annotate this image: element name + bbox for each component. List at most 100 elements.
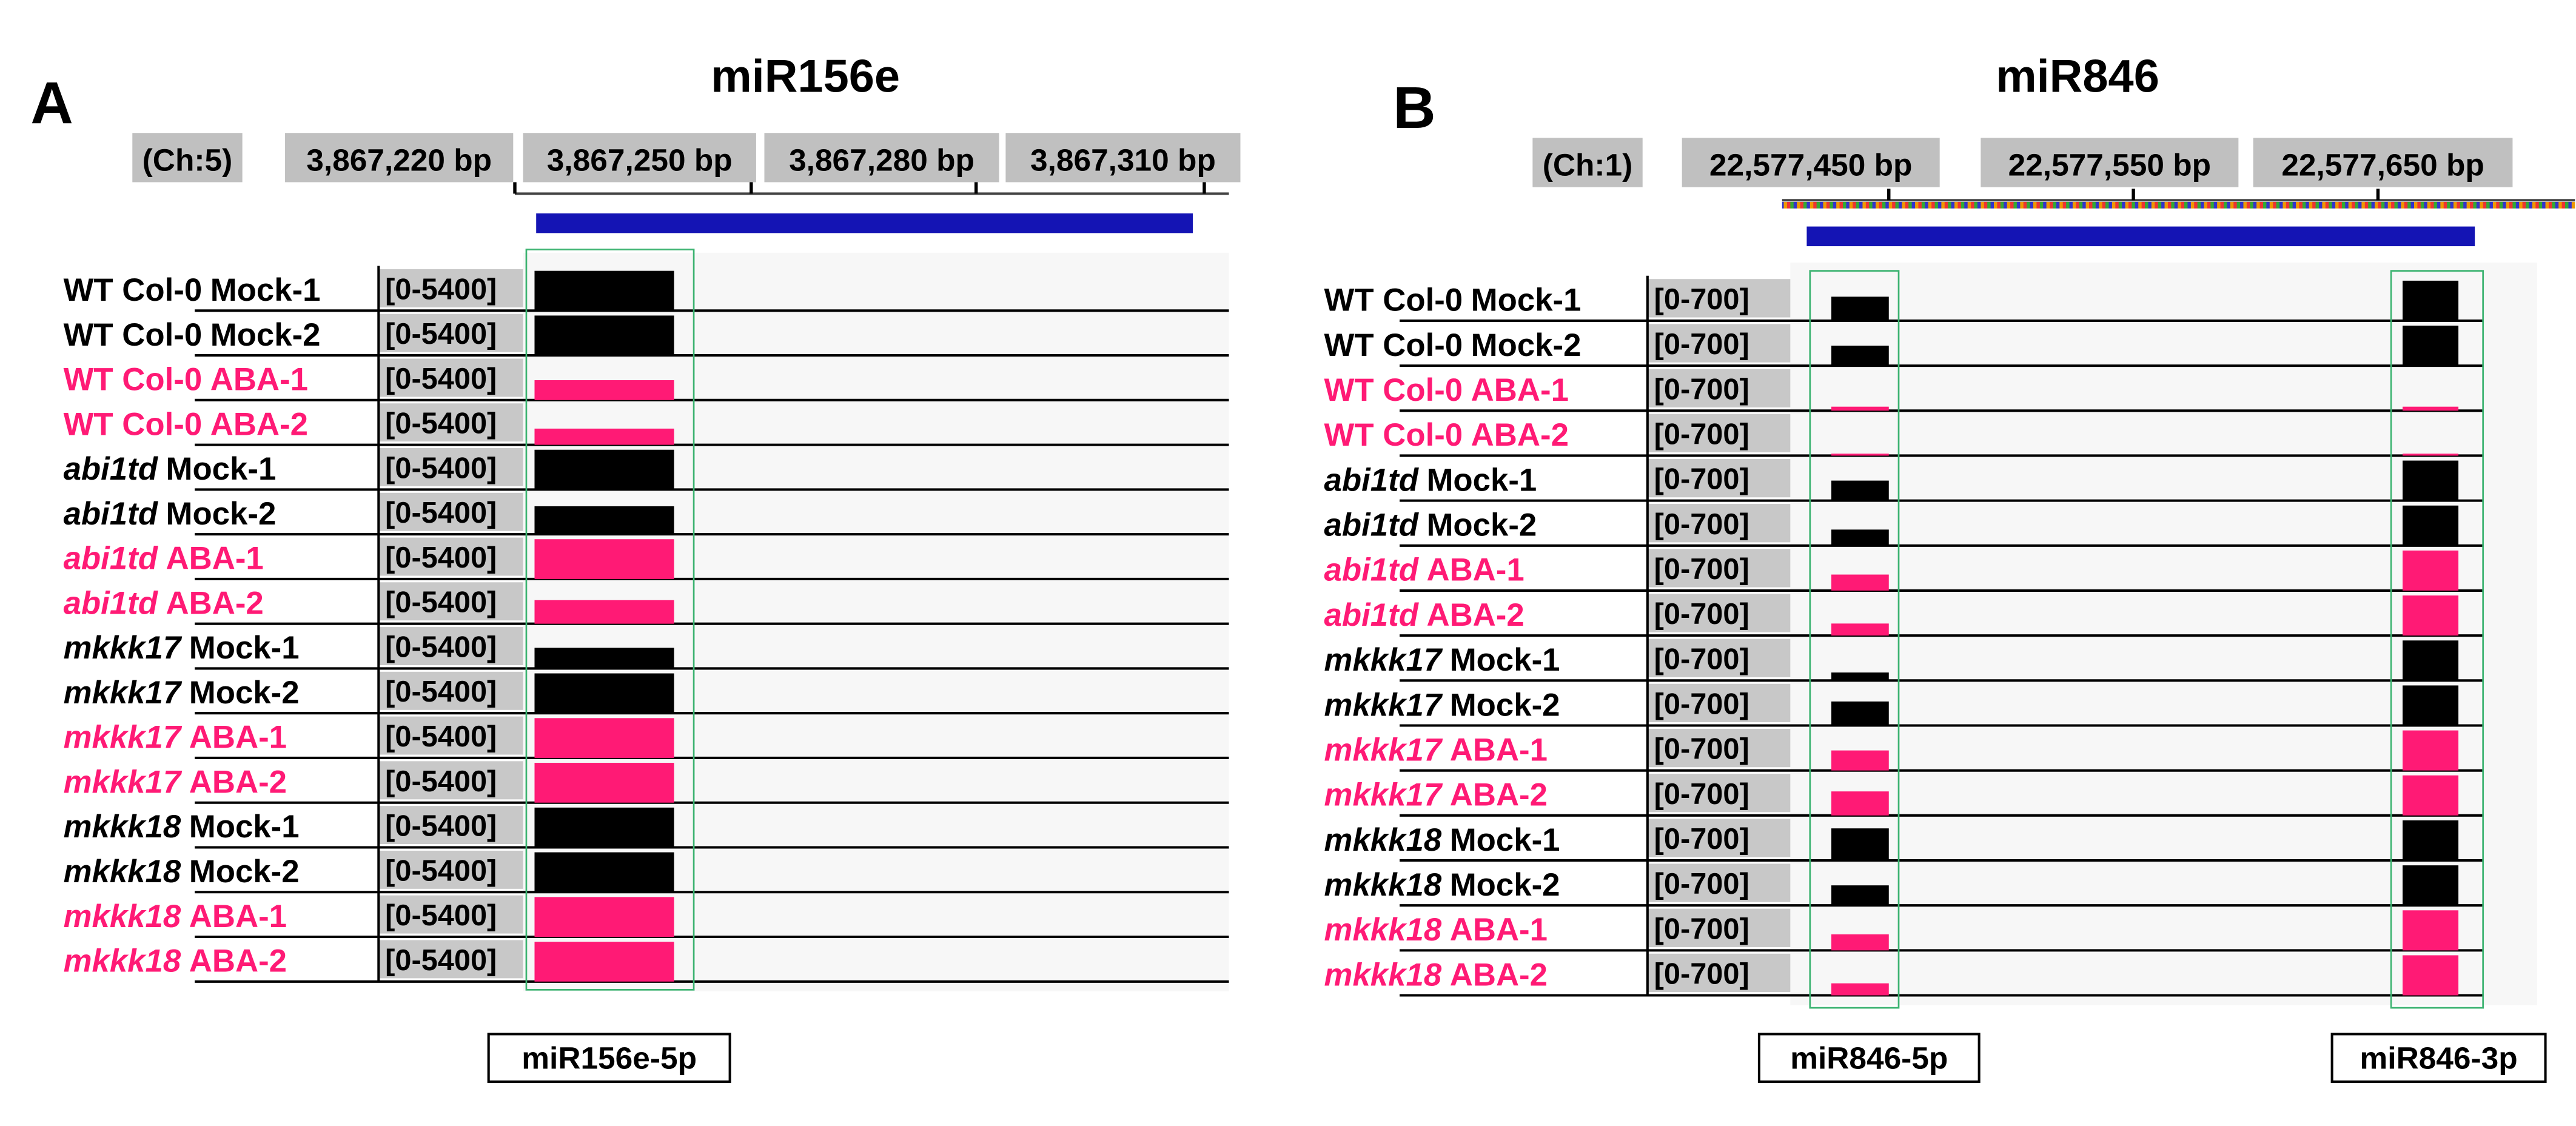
range-label: [0-5400] [385,675,497,708]
range-box [1647,863,1791,902]
position-label: 3,867,250 bp [547,142,733,178]
range-box [1647,549,1791,588]
track-label: abi1td Mock-1 [1324,462,1537,498]
condition: Mock-1 [1450,822,1560,858]
condition: Mock-2 [1450,867,1560,903]
coverage-bar [534,449,674,490]
genotype: mkkk18 [64,809,181,845]
condition: Mock-2 [1450,687,1560,723]
range-label: [0-5400] [385,631,497,663]
condition: Mock-1 [166,451,277,487]
range-box [378,582,523,621]
genotype: WT Col-0 [1324,372,1463,408]
genotype: abi1td [1324,552,1420,588]
position-label-box [1682,138,1940,187]
genotype: mkkk18 [1324,912,1442,948]
genotype: mkkk17 [64,720,183,756]
track-label: mkkk18 Mock-1 [1324,822,1560,858]
genotype: mkkk17 [64,630,183,666]
chromosome-box [1532,138,1643,187]
condition: ABA-2 [189,764,287,800]
condition: ABA-2 [1471,417,1569,453]
coverage-bar [2403,595,2459,636]
range-box [378,358,523,397]
coverage-bar [2403,550,2459,591]
genotype: mkkk18 [64,854,181,890]
genotype: mkkk17 [1324,777,1443,813]
track-label: abi1td Mock-1 [64,451,277,487]
coverage-bar [1831,623,1889,636]
range-box [1647,819,1791,857]
coverage-bar [1831,406,1889,411]
range-box [378,627,523,666]
range-label: [0-700] [1654,913,1749,945]
coverage-bar [534,807,674,848]
coverage-bar [534,270,674,311]
range-box [1647,279,1791,318]
coverage-bar [2403,326,2459,366]
coverage-bar [1831,983,1889,996]
range-box [1647,638,1791,677]
track-label: WT Col-0 Mock-2 [64,317,321,353]
range-label: [0-700] [1654,643,1749,675]
annotation: miR156e-5p [522,1040,697,1075]
condition: Mock-1 [1426,462,1537,498]
range-box [1647,728,1791,768]
coverage-bar [2403,820,2459,861]
range-label: [0-5400] [385,318,497,350]
coverage-bar [2403,910,2459,951]
coverage-bar [2403,406,2459,411]
genotype: WT Col-0 [1324,283,1463,318]
range-box [378,940,523,979]
condition: ABA-1 [189,720,287,756]
genotype: abi1td [64,451,159,487]
track-label: mkkk17 Mock-2 [64,675,300,711]
track-label: mkkk18 ABA-2 [64,943,287,979]
mirna-region [1809,270,1900,1009]
genotype: mkkk18 [64,943,181,979]
annotation: miR846-3p [2360,1040,2518,1075]
coverage-bar [2403,685,2459,726]
range-box [378,806,523,845]
range-box [1647,594,1791,632]
position-label-box [1981,138,2239,187]
range-box [1647,414,1791,453]
range-label: [0-700] [1654,598,1749,631]
range-label: [0-5400] [385,452,497,484]
range-label: [0-5400] [385,854,497,887]
track-label: mkkk17 ABA-1 [64,720,287,756]
coverage-bar [1831,791,1889,816]
track-label: WT Col-0 ABA-1 [64,362,308,398]
condition: ABA-2 [1450,957,1548,993]
range-label: [0-5400] [385,899,497,932]
condition: ABA-1 [210,362,308,398]
panel-title: miR846 [1996,51,2159,102]
genotype: mkkk17 [1324,687,1443,723]
genotype: WT Col-0 [1324,417,1463,453]
position-label-box [1005,133,1241,183]
genotype: abi1td [64,541,159,577]
position-label-box [764,133,999,183]
range-label: [0-5400] [385,586,497,619]
coverage-bar [1831,934,1889,951]
track-label: mkkk18 Mock-2 [64,854,300,890]
range-box [378,448,523,486]
range-box [1647,458,1791,498]
condition: Mock-1 [189,630,300,666]
genotype: mkkk18 [1324,822,1442,858]
coverage-bar [2403,865,2459,906]
position-label-box [285,133,514,183]
genotype: abi1td [1324,508,1420,543]
range-box [378,313,523,352]
genotype: mkkk17 [64,675,183,711]
condition: Mock-2 [189,854,300,890]
track-label: WT Col-0 Mock-1 [1324,283,1581,318]
range-label: [0-700] [1654,463,1749,496]
condition: ABA-2 [1426,597,1524,633]
chromosome: (Ch:1) [1543,147,1633,183]
genotype: WT Col-0 [1324,327,1463,363]
track-label: mkkk18 ABA-2 [1324,957,1548,993]
track-label: WT Col-0 ABA-2 [64,406,308,442]
condition: Mock-1 [189,809,300,845]
position-label: 3,867,280 bp [789,142,974,178]
